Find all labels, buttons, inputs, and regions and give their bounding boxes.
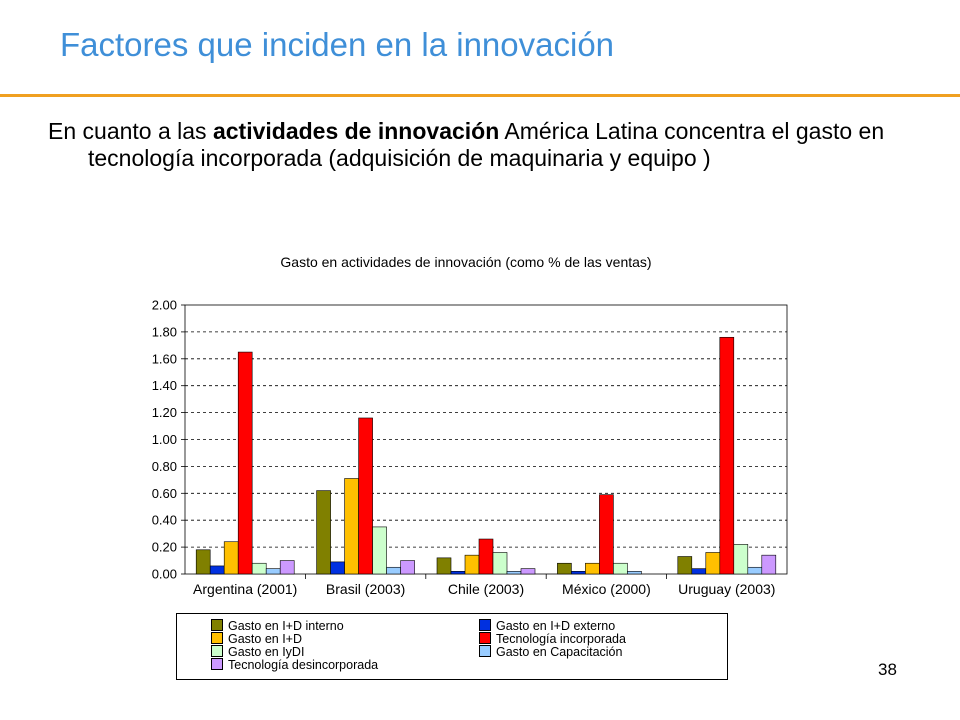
bar [358,417,373,575]
title-rule [0,94,960,97]
legend-label: Tecnología desincorporada [228,658,379,672]
bar [330,561,345,575]
y-tick-label: 0.40 [152,513,177,528]
bar [386,566,401,575]
legend-swatch [211,632,223,644]
bar [436,557,452,575]
bar [344,478,359,575]
bar [237,351,253,575]
bar [733,544,749,575]
bar [450,571,466,575]
bar [520,568,536,575]
legend-swatch [211,658,223,670]
bar [251,562,267,575]
bar [585,562,600,575]
bar [691,568,707,575]
bar [316,490,331,575]
x-tick-label: Uruguay (2003) [678,581,775,597]
x-tick-label: Brasil (2003) [326,581,405,597]
legend-item: Tecnología desincorporada [211,658,378,672]
intro-text-start: En cuanto a las [48,118,213,144]
legend-item: Gasto en I+D externo [479,619,615,633]
x-tick-label: México (2000) [562,581,651,597]
y-tick-label: 1.40 [152,378,177,393]
bar [719,336,735,575]
legend-label: Gasto en I+D [228,632,302,646]
bar [265,568,281,575]
legend-label: Gasto en IyDI [228,645,305,659]
y-tick-label: 1.00 [152,432,177,447]
intro-text-bold: actividades de innovación [212,118,500,144]
bar [492,552,508,575]
chart-legend: Gasto en I+D interno Gasto en I+D externo… [176,613,728,680]
legend-label: Gasto en I+D interno [228,619,344,633]
bar [571,571,586,575]
legend-item: Tecnología incorporada [479,632,626,646]
bar [705,552,721,575]
legend-swatch [211,645,223,657]
bar [747,566,763,575]
bar [478,538,494,575]
legend-label: Gasto en Capacitación [496,645,623,659]
x-tick-label: Argentina (2001) [193,581,297,597]
y-tick-label: 1.80 [152,324,177,339]
legend-swatch [479,632,491,644]
page-number: 38 [878,660,897,679]
bar [372,526,387,575]
y-tick-label: 2.00 [152,298,177,313]
bar [209,565,225,575]
y-tick-label: 0.00 [152,567,177,582]
legend-swatch [479,619,491,631]
bar [464,554,480,575]
legend-swatch [211,619,223,631]
bar [195,549,211,575]
bar [613,562,628,575]
y-tick-label: 0.60 [152,486,177,501]
legend-swatch [479,645,491,657]
legend-label: Tecnología incorporada [496,632,626,646]
legend-item: Gasto en I+D [211,632,302,646]
y-tick-label: 1.60 [152,351,177,366]
y-tick-label: 1.20 [152,405,177,420]
bar [599,494,614,575]
chart-title: Gasto en actividades de innovación (como… [280,254,652,270]
bar [557,562,572,575]
legend-item: Gasto en Capacitación [479,645,622,659]
bar [223,541,239,575]
x-tick-label: Chile (2003) [448,581,524,597]
bar [279,560,295,575]
bar [627,571,642,575]
bar [400,560,415,575]
bar [677,556,693,575]
legend-item: Gasto en IyDI [211,645,304,659]
slide-title: Factores que inciden en la innovación [60,26,615,63]
bar [506,571,522,575]
legend-label: Gasto en I+D externo [496,619,616,633]
y-tick-label: 0.20 [152,540,177,555]
legend-item: Gasto en I+D interno [211,619,344,633]
intro-text-end: América Latina concentra el gasto en tec… [88,118,885,171]
y-tick-label: 0.80 [152,459,177,474]
bar [761,554,777,575]
intro-paragraph: En cuanto a las actividades de innovació… [48,118,908,172]
